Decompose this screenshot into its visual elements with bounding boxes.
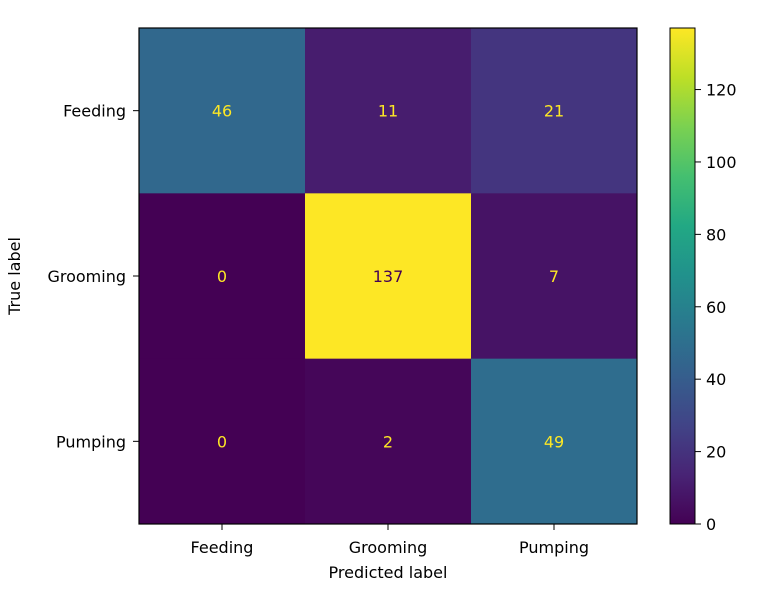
colorbar-tick-label: 20 bbox=[706, 443, 726, 462]
x-axis-label: Predicted label bbox=[329, 563, 448, 582]
heatmap-cell bbox=[471, 358, 638, 525]
colorbar-ticks: 0 20 40 60 80 100 120 bbox=[695, 81, 737, 534]
cell-value-label: 11 bbox=[378, 102, 398, 121]
colorbar-tick-label: 120 bbox=[706, 81, 737, 100]
heatmap-cells: 46 11 21 0 137 7 0 2 49 bbox=[139, 28, 638, 525]
cell-value-label: 46 bbox=[212, 102, 232, 121]
colorbar-tick-label: 80 bbox=[706, 225, 726, 244]
heatmap-cell bbox=[139, 193, 306, 360]
colorbar bbox=[669, 27, 696, 525]
cell-value-label: 0 bbox=[217, 267, 227, 286]
x-axis-ticks: Feeding Grooming Pumping bbox=[191, 524, 589, 557]
cell-value-label: 137 bbox=[373, 267, 404, 286]
colorbar-tick-label: 40 bbox=[706, 370, 726, 389]
cell-value-label: 2 bbox=[383, 432, 393, 451]
heatmap-cell bbox=[471, 28, 638, 194]
heatmap-cell bbox=[305, 193, 472, 360]
colorbar-tick-label: 60 bbox=[706, 298, 726, 317]
heatmap-cell bbox=[305, 28, 472, 194]
y-axis-label: True label bbox=[5, 237, 24, 316]
cell-value-label: 7 bbox=[549, 267, 559, 286]
heatmap-cell bbox=[305, 358, 472, 525]
x-tick-label: Grooming bbox=[349, 538, 428, 557]
y-tick-label: Feeding bbox=[63, 102, 126, 121]
cell-value-label: 21 bbox=[544, 102, 564, 121]
x-tick-label: Feeding bbox=[191, 538, 254, 557]
x-tick-label: Pumping bbox=[519, 538, 589, 557]
colorbar-tick-label: 100 bbox=[706, 153, 737, 172]
y-tick-label: Pumping bbox=[56, 432, 126, 451]
heatmap-cell bbox=[139, 358, 306, 525]
colorbar-tick-label: 0 bbox=[706, 515, 716, 534]
cell-value-label: 49 bbox=[544, 432, 564, 451]
y-axis-ticks: Feeding Grooming Pumping bbox=[47, 102, 139, 451]
heatmap-cell bbox=[139, 28, 306, 194]
heatmap-cell bbox=[471, 193, 638, 360]
cell-value-label: 0 bbox=[217, 432, 227, 451]
y-tick-label: Grooming bbox=[47, 267, 126, 286]
